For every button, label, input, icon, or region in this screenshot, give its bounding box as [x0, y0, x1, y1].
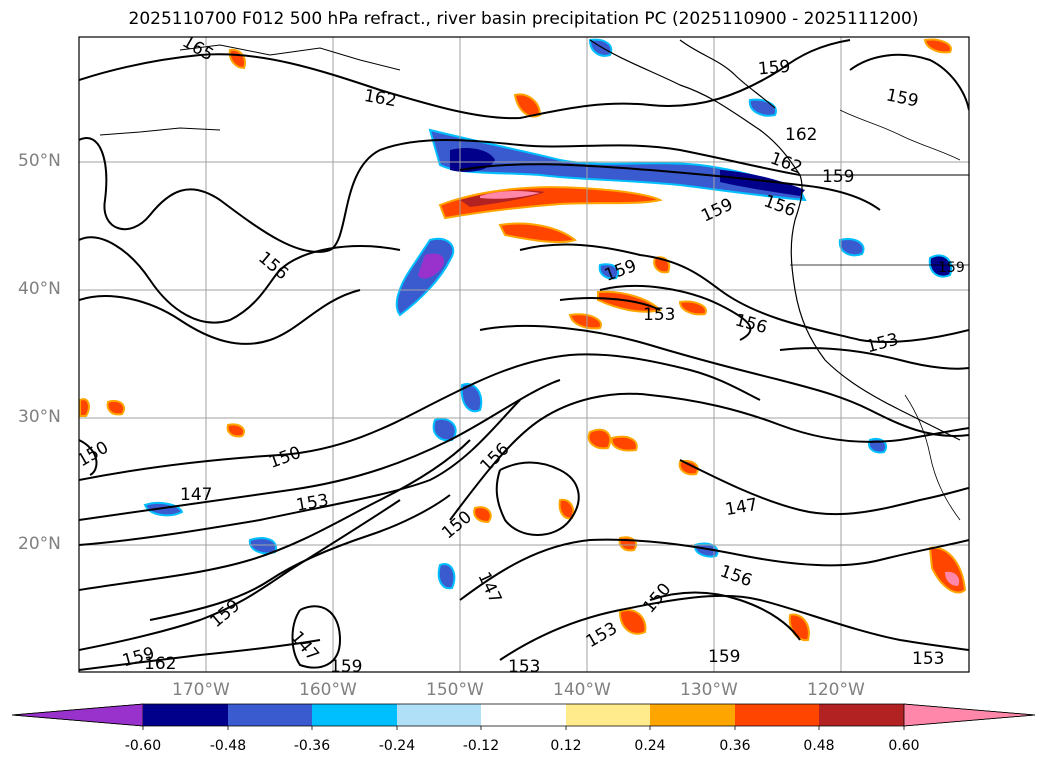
- shade-positive: [498, 222, 578, 244]
- colorbar-tick-label: -0.48: [209, 738, 247, 754]
- colorbar-segment: [819, 704, 904, 726]
- shade-positive: [480, 191, 540, 199]
- lon-label-160w: 160°W: [299, 680, 357, 700]
- shade-positive: [513, 93, 542, 118]
- colorbar-segment: [566, 704, 650, 726]
- colorbar-tick-label: -0.36: [293, 738, 331, 754]
- shade-positive: [79, 398, 90, 417]
- shade-positive: [587, 428, 612, 450]
- colorbar-tick-label: 0.60: [888, 738, 920, 754]
- colorbar-tick-label: 0.24: [634, 738, 666, 754]
- lat-label-40n: 40°N: [18, 279, 61, 299]
- colorbar-tick-label: 0.48: [803, 738, 835, 754]
- colorbar-segment: [312, 704, 397, 726]
- colorbar-segment: [397, 704, 481, 726]
- shade-negative: [428, 128, 807, 202]
- shade-positive: [610, 435, 638, 452]
- refractivity-contours: [79, 39, 969, 671]
- colorbar-extend-high: [903, 703, 1036, 727]
- lon-label-120w: 120°W: [807, 680, 865, 700]
- contour-label: 162: [144, 654, 176, 674]
- colorbar-tick-label: 0.36: [719, 738, 751, 754]
- colorbar-segment: [650, 704, 735, 726]
- shade-positive: [473, 506, 492, 524]
- shade-positive: [678, 460, 699, 476]
- lon-label-150w: 150°W: [426, 680, 484, 700]
- colorbar-segment: [735, 704, 819, 726]
- lat-label-20n: 20°N: [18, 534, 61, 554]
- colorbar-tick-label: -0.60: [124, 738, 162, 754]
- contour-label: 159: [708, 647, 740, 667]
- map-border: [78, 36, 970, 673]
- shade-positive: [106, 400, 126, 416]
- shade-positive: [618, 609, 647, 635]
- contour-label: 159: [938, 260, 965, 276]
- shade-positive: [226, 423, 246, 438]
- shade-negative: [432, 417, 457, 442]
- colorbar-tick-label: -0.12: [462, 738, 500, 754]
- contour-label: 153: [912, 649, 944, 669]
- lat-label-50n: 50°N: [18, 151, 61, 171]
- contour-label: 153: [508, 657, 540, 677]
- contour-label: 153: [643, 305, 675, 325]
- shade-positive: [678, 300, 707, 316]
- shade-positive: [568, 313, 602, 330]
- map-panel: [79, 37, 969, 672]
- shade-negative: [928, 254, 953, 278]
- colorbar-segment: [143, 704, 228, 726]
- plot-title: 2025110700 F012 500 hPa refract., river …: [128, 9, 919, 29]
- colorbar: [11, 703, 1036, 730]
- colorbar-ticks: [142, 726, 905, 730]
- coastlines: [99, 39, 969, 521]
- colorbar-segment: [228, 704, 312, 726]
- contour-label: 162: [785, 125, 817, 145]
- colorbar-tick-label: 0.12: [550, 738, 582, 754]
- shade-negative: [437, 563, 456, 590]
- lon-label-170w: 170°W: [172, 680, 230, 700]
- shade-negative: [720, 170, 805, 196]
- shade-positive: [923, 38, 952, 54]
- lon-label-130w: 130°W: [680, 680, 738, 700]
- shade-negative: [693, 542, 719, 558]
- shade-positive: [945, 571, 960, 586]
- shade-negative: [838, 238, 865, 257]
- colorbar-extend-low: [11, 703, 144, 727]
- lat-label-30n: 30°N: [18, 407, 61, 427]
- colorbar-segment: [481, 704, 566, 726]
- shade-negative: [598, 263, 620, 280]
- contour-label: 159: [822, 167, 854, 187]
- colorbar-tick-label: -0.24: [378, 738, 416, 754]
- shade-negative: [418, 253, 445, 279]
- contour-label: 159: [757, 57, 791, 80]
- contour-label: 147: [180, 485, 212, 505]
- contour-label: 159: [330, 657, 362, 677]
- lon-label-140w: 140°W: [553, 680, 611, 700]
